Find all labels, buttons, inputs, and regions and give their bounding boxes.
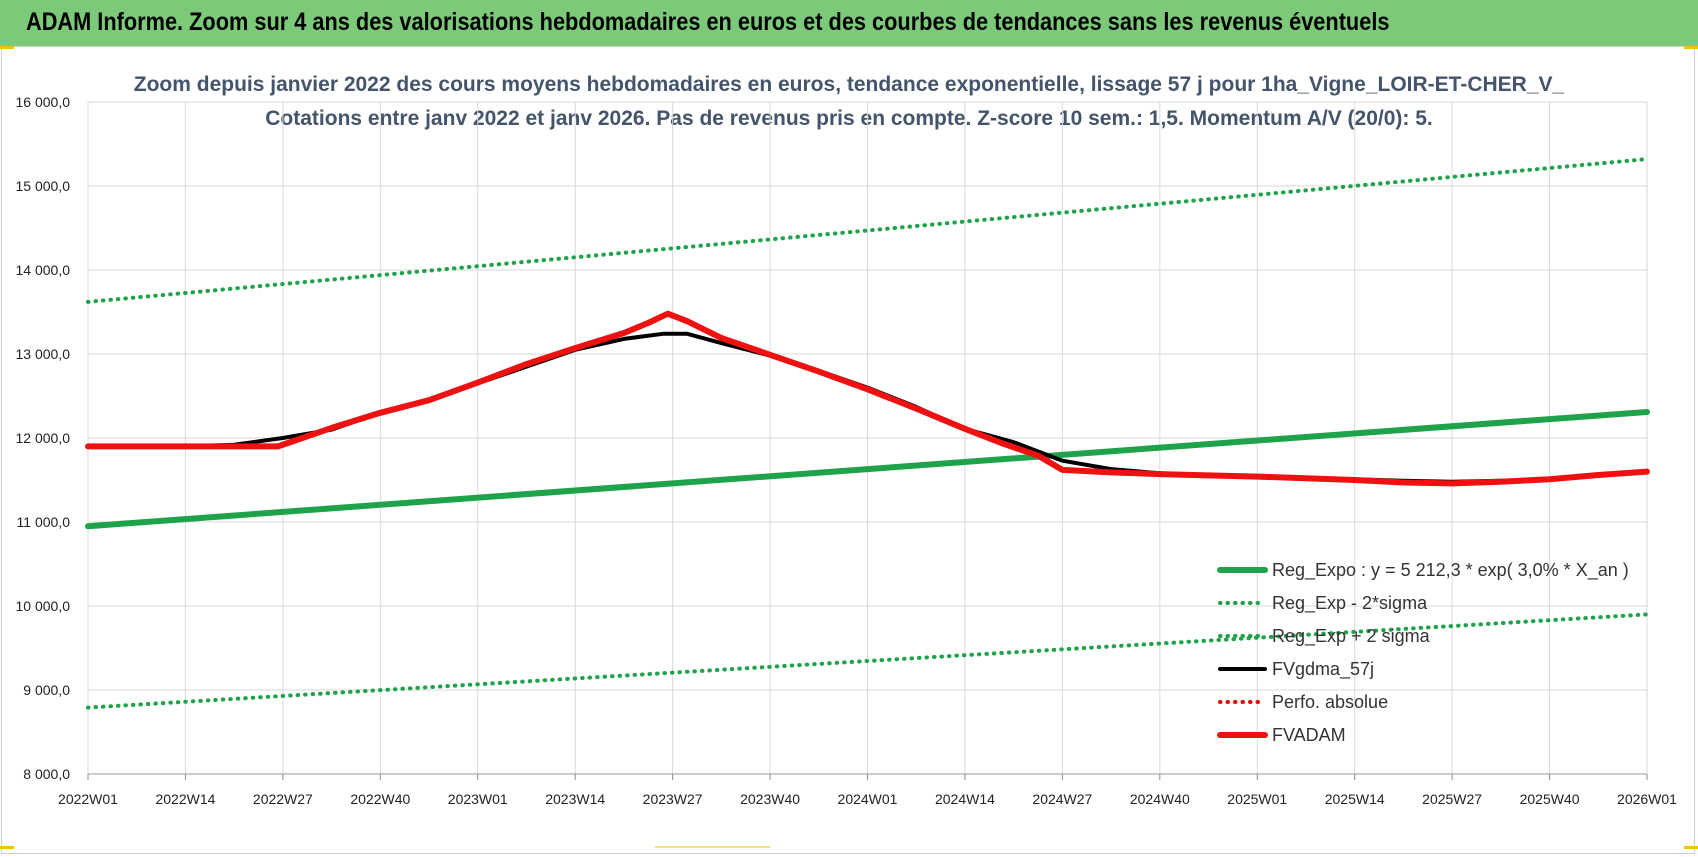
chart-title: Zoom depuis janvier 2022 des cours moyen… (134, 73, 1565, 96)
x-tick-label: 2025W14 (1325, 791, 1385, 807)
legend-label: Reg_Exp + 2 sigma (1272, 626, 1431, 647)
y-tick-label: 13 000,0 (16, 346, 71, 362)
corner-mark (1684, 846, 1698, 849)
series-line-2 (86, 157, 1649, 304)
legend-label: Reg_Expo : y = 5 212,3 * exp( 3,0% * X_a… (1272, 560, 1629, 581)
legend-label: FVgdma_57j (1272, 659, 1374, 680)
x-tick-label: 2022W40 (350, 791, 410, 807)
x-tick-label: 2022W01 (58, 791, 118, 807)
corner-mark (655, 846, 770, 848)
x-tick-label: 2024W01 (838, 791, 898, 807)
y-tick-label: 9 000,0 (23, 682, 70, 698)
x-tick-label: 2023W14 (545, 791, 605, 807)
header-bar: ADAM Informe. Zoom sur 4 ans des valoris… (0, 0, 1698, 46)
x-tick-label: 2024W14 (935, 791, 995, 807)
legend-label: Reg_Exp - 2*sigma (1272, 593, 1428, 614)
series-line-0 (85, 409, 1650, 530)
legend-label: FVADAM (1272, 725, 1346, 745)
series-line-5 (85, 310, 1650, 487)
x-tick-label: 2023W40 (740, 791, 800, 807)
y-tick-label: 10 000,0 (16, 598, 71, 614)
x-tick-label: 2025W40 (1520, 791, 1580, 807)
chart-subtitle: Cotations entre janv 2022 et janv 2026. … (265, 107, 1433, 130)
x-tick-label: 2024W40 (1130, 791, 1190, 807)
x-tick-label: 2026W01 (1617, 791, 1677, 807)
corner-mark (0, 846, 14, 849)
y-tick-label: 16 000,0 (16, 94, 71, 110)
series-line-1 (86, 612, 1649, 710)
x-tick-label: 2025W01 (1227, 791, 1287, 807)
corner-mark (0, 46, 14, 49)
corner-mark (1684, 46, 1698, 49)
y-tick-label: 12 000,0 (16, 430, 71, 446)
y-tick-label: 11 000,0 (17, 514, 71, 530)
x-tick-label: 2024W27 (1032, 791, 1092, 807)
y-tick-label: 14 000,0 (16, 262, 71, 278)
legend-label: Perfo. absolue (1272, 692, 1388, 712)
y-tick-label: 8 000,0 (23, 766, 70, 782)
x-tick-label: 2025W27 (1422, 791, 1482, 807)
x-tick-label: 2022W14 (155, 791, 215, 807)
chart-frame (1, 46, 1695, 854)
x-tick-label: 2023W27 (643, 791, 703, 807)
report-title: ADAM Informe. Zoom sur 4 ans des valoris… (26, 8, 1390, 36)
x-tick-label: 2023W01 (448, 791, 508, 807)
y-tick-label: 15 000,0 (16, 178, 71, 194)
x-tick-label: 2022W27 (253, 791, 313, 807)
